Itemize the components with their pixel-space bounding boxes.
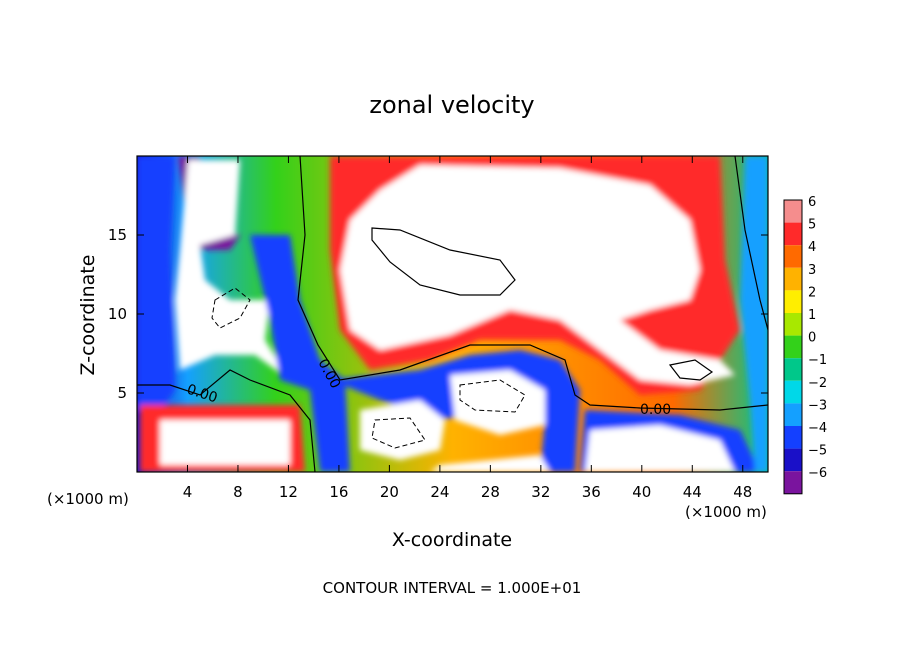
heatmap-blob-lower-white-c bbox=[430, 455, 550, 472]
x-tick-label: 32 bbox=[531, 483, 550, 501]
y-axis: 5 10 15 bbox=[108, 226, 768, 402]
heatmap-blob-left-white bbox=[175, 160, 290, 380]
heatmap-blob-lower-white-b bbox=[450, 370, 545, 435]
x-tick-label: 12 bbox=[279, 483, 298, 501]
x-tick-label: 36 bbox=[582, 483, 601, 501]
x-tick-label: 4 bbox=[183, 483, 193, 501]
colorbar-swatch bbox=[784, 222, 802, 246]
y-tick-label: 15 bbox=[108, 226, 127, 244]
y-tick-label: 5 bbox=[117, 384, 127, 402]
colorbar-label: 0 bbox=[808, 331, 816, 346]
x-unit-label-right: (×1000 m) bbox=[685, 503, 767, 521]
x-tick-label: 16 bbox=[329, 483, 348, 501]
contour-label-3: 0.00 bbox=[640, 402, 671, 418]
colorbar-label: 4 bbox=[808, 240, 816, 255]
x-tick-label: 48 bbox=[733, 483, 752, 501]
colorbar-swatch bbox=[784, 267, 802, 291]
colorbar-frame bbox=[783, 199, 803, 495]
colorbar-swatch bbox=[784, 200, 802, 223]
contour-inner-top bbox=[371, 227, 516, 296]
y-axis-title: Z-coordinate bbox=[77, 255, 99, 376]
x-axis-title: X-coordinate bbox=[392, 529, 512, 551]
colorbar-swatch bbox=[784, 290, 802, 313]
heatmap-blob-center-blue bbox=[250, 235, 350, 472]
x-tick-label: 24 bbox=[430, 483, 449, 501]
colorbar: 6 5 4 3 2 1 0 −1 −2 −3 −4 −5 −6 bbox=[783, 195, 827, 495]
colorbar-swatch bbox=[784, 335, 802, 359]
heatmap-blob-lower-left-white bbox=[160, 420, 290, 465]
colorbar-swatch bbox=[784, 380, 802, 404]
colorbar-swatch bbox=[784, 358, 802, 381]
x-tick-label: 40 bbox=[632, 483, 651, 501]
x-tick-label: 44 bbox=[683, 483, 702, 501]
colorbar-swatch bbox=[784, 313, 802, 336]
heatmap-blob-lower-right-white bbox=[585, 425, 735, 472]
colorbar-swatch bbox=[784, 471, 802, 494]
colorbar-swatch bbox=[784, 245, 802, 268]
colorbar-swatch bbox=[784, 426, 802, 449]
colorbar-label: −2 bbox=[808, 376, 827, 391]
heatmap-blob-lower-white-a bbox=[360, 400, 445, 460]
contour-zero-a bbox=[297, 156, 768, 411]
colorbar-label: 2 bbox=[808, 285, 816, 300]
colorbar-label: −1 bbox=[808, 353, 827, 368]
colorbar-label: −5 bbox=[808, 444, 827, 459]
heatmap-field bbox=[137, 156, 768, 472]
colorbar-swatch bbox=[784, 403, 802, 426]
colorbar-label: 1 bbox=[808, 308, 816, 323]
heatmap-blob-top-white bbox=[340, 165, 735, 385]
contour-interval-note: CONTOUR INTERVAL = 1.000E+01 bbox=[323, 579, 582, 597]
colorbar-label: −3 bbox=[808, 398, 827, 413]
colorbar-label: −4 bbox=[808, 421, 827, 436]
colorbar-label: 5 bbox=[808, 218, 816, 233]
contour-dashed-left bbox=[211, 287, 251, 329]
x-axis: 4 8 12 16 20 24 28 32 36 40 44 48 bbox=[183, 156, 752, 501]
x-tick-label: 8 bbox=[233, 483, 243, 501]
colorbar-swatch bbox=[784, 448, 802, 472]
contour-inner-right bbox=[668, 359, 714, 381]
y-tick-label: 10 bbox=[108, 305, 127, 323]
colorbar-label: −6 bbox=[808, 466, 827, 481]
contour-right bbox=[734, 156, 768, 331]
contour-lines bbox=[137, 156, 768, 472]
x-tick-label: 20 bbox=[380, 483, 399, 501]
contour-dashed-lower bbox=[459, 379, 526, 413]
x-unit-label-left: (×1000 m) bbox=[47, 490, 129, 508]
colorbar-label: 3 bbox=[808, 263, 816, 278]
contour-zero-b bbox=[137, 369, 316, 472]
heatmap-blob-left-blue bbox=[137, 156, 175, 410]
contour-dashed-lower2 bbox=[371, 417, 426, 449]
x-tick-label: 28 bbox=[481, 483, 500, 501]
colorbar-label: 6 bbox=[808, 195, 816, 210]
dashed-contours bbox=[211, 287, 526, 449]
chart-title: zonal velocity bbox=[369, 91, 534, 119]
